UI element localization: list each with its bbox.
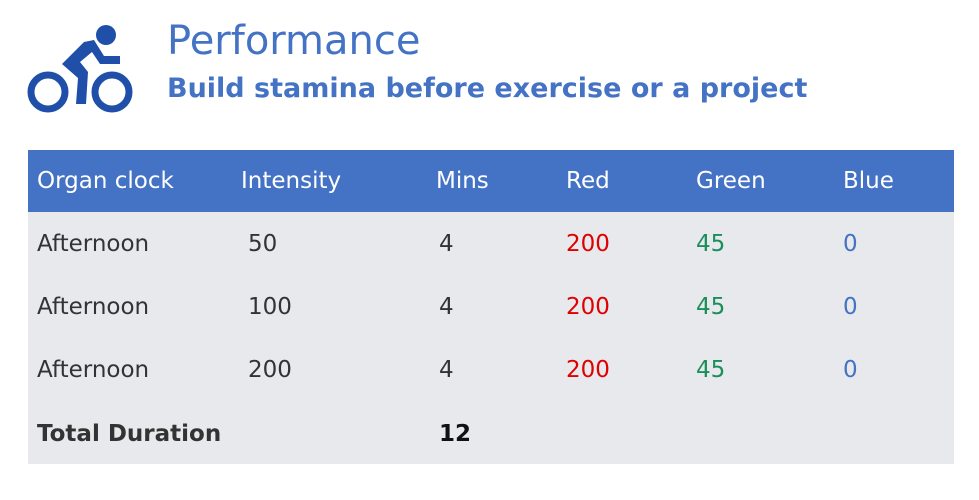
column-header: Intensity	[241, 168, 342, 194]
column-header: Blue	[843, 168, 894, 194]
table-cell: Afternoon	[37, 294, 150, 320]
table-cell: 200	[566, 294, 610, 320]
table-header	[28, 150, 954, 212]
column-header: Organ clock	[37, 168, 174, 194]
title: Performance	[167, 18, 421, 64]
table-cell: 45	[696, 294, 726, 320]
table-cell: 50	[248, 231, 278, 257]
column-header: Green	[696, 168, 766, 194]
table-cell: Afternoon	[37, 357, 150, 383]
table-cell: 45	[696, 231, 726, 257]
table-cell: 0	[843, 357, 858, 383]
table: Organ clock Intensity Mins Red Green Blue Afte…	[28, 150, 954, 464]
table-cell: 0	[843, 231, 858, 257]
table-cell: 0	[843, 294, 858, 320]
total-value: 12	[439, 421, 472, 447]
table-cell: 200	[248, 357, 292, 383]
table-cell: 200	[566, 357, 610, 383]
table-cell: 100	[248, 294, 292, 320]
column-header: Mins	[436, 168, 489, 194]
table-cell: 4	[439, 357, 454, 383]
table-cell: 45	[696, 357, 726, 383]
table-cell: Afternoon	[37, 231, 150, 257]
total-label: Total Duration	[37, 421, 222, 447]
column-header: Red	[566, 168, 610, 194]
table-cell: 200	[566, 231, 610, 257]
subtitle: Build stamina before exercise or a proje…	[167, 73, 808, 104]
table-cell: 4	[439, 294, 454, 320]
table-cell: 4	[439, 231, 454, 257]
cyclist-icon	[27, 25, 133, 113]
